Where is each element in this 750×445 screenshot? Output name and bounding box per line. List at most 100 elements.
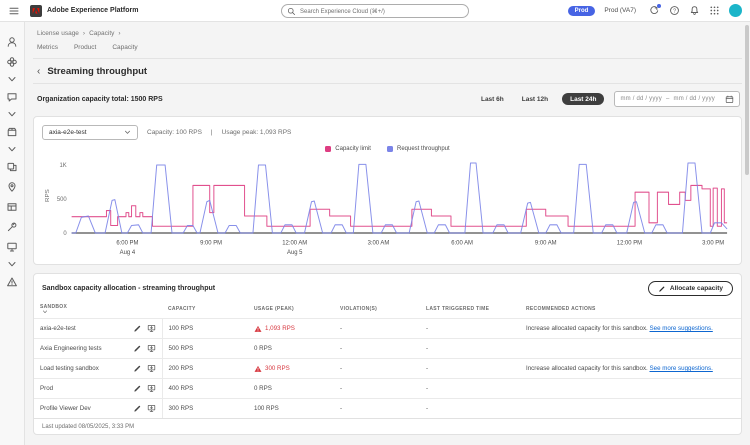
calendar-icon[interactable] bbox=[725, 95, 734, 104]
monitor-icon[interactable] bbox=[147, 324, 156, 333]
cards-icon[interactable] bbox=[6, 161, 18, 173]
location-pin-icon[interactable] bbox=[6, 181, 18, 193]
divider bbox=[33, 58, 742, 59]
back-chevron-icon[interactable]: ‹ bbox=[37, 65, 41, 77]
meta-divider: | bbox=[210, 129, 213, 136]
notifications-bell-icon[interactable] bbox=[689, 5, 700, 16]
help-icon[interactable]: ? bbox=[669, 5, 680, 16]
monitor-icon[interactable] bbox=[6, 241, 18, 253]
svg-text:6:00 PM: 6:00 PM bbox=[116, 240, 138, 246]
user-icon[interactable] bbox=[6, 36, 18, 48]
capacity-value: 200 RPS bbox=[162, 358, 248, 379]
col-sandbox[interactable]: SANDBOX bbox=[34, 301, 162, 319]
capacity-value: 500 RPS bbox=[162, 338, 248, 359]
usage-peak-value: 0 RPS bbox=[248, 378, 334, 399]
legend-request-throughput[interactable]: Request throughput bbox=[386, 146, 450, 152]
date-to-placeholder: mm / dd / yyyy bbox=[673, 96, 715, 102]
env-badge[interactable]: Prod bbox=[567, 5, 596, 16]
monitor-icon[interactable] bbox=[147, 404, 156, 413]
edit-pencil-icon[interactable] bbox=[133, 404, 142, 413]
legend-capacity-limit[interactable]: Capacity limit bbox=[325, 146, 371, 152]
date-range-input[interactable]: mm / dd / yyyy – mm / dd / yyyy bbox=[614, 91, 740, 107]
adobe-logo bbox=[30, 4, 42, 17]
table-row[interactable]: Axia Engineering tests 500 RPS 0 RPS - - bbox=[34, 338, 741, 359]
chat-icon[interactable] bbox=[6, 91, 18, 103]
env-label[interactable]: Prod (VA7) bbox=[604, 7, 636, 14]
table-title: Sandbox capacity allocation - streaming … bbox=[42, 285, 216, 292]
menu-icon[interactable] bbox=[8, 5, 20, 17]
col-violations[interactable]: VIOLATION(S) bbox=[340, 306, 378, 312]
table-header-row: SANDBOX CAPACITY USAGE (PEAK) VIOLATION(… bbox=[34, 301, 741, 319]
sandbox-name: Axia Engineering tests bbox=[40, 345, 102, 352]
table-icon[interactable] bbox=[6, 201, 18, 213]
warning-triangle-icon bbox=[254, 325, 262, 332]
wrench-icon[interactable] bbox=[6, 221, 18, 233]
sandbox-select-value: axia-e2e-test bbox=[49, 129, 87, 136]
svg-text:0: 0 bbox=[63, 231, 67, 237]
breadcrumb-license-usage[interactable]: License usage bbox=[37, 30, 79, 37]
monitor-icon[interactable] bbox=[147, 384, 156, 393]
app-switcher-icon[interactable] bbox=[709, 5, 720, 16]
edit-pencil-icon[interactable] bbox=[133, 344, 142, 353]
see-more-suggestions-link[interactable]: See more suggestions. bbox=[649, 365, 713, 372]
feedback-icon[interactable] bbox=[649, 4, 661, 16]
last-triggered-value: - bbox=[420, 378, 520, 399]
monitor-icon[interactable] bbox=[147, 344, 156, 353]
breadcrumb-capacity[interactable]: Capacity bbox=[89, 30, 115, 37]
sandbox-select[interactable]: axia-e2e-test bbox=[42, 125, 138, 140]
throughput-chart-panel: axia-e2e-test Capacity: 100 RPS | Usage … bbox=[33, 116, 742, 265]
chevron-down-icon[interactable] bbox=[7, 111, 17, 118]
tab-product[interactable]: Product bbox=[73, 44, 97, 51]
chevron-down-icon[interactable] bbox=[7, 76, 17, 83]
svg-text:500: 500 bbox=[57, 197, 67, 203]
box-icon[interactable] bbox=[6, 126, 18, 138]
last-triggered-value: - bbox=[420, 318, 520, 339]
capacity-value: 100 RPS bbox=[162, 318, 248, 339]
violations-value: - bbox=[334, 398, 420, 418]
edit-pencil-icon[interactable] bbox=[133, 384, 142, 393]
flower-icon[interactable] bbox=[6, 56, 18, 68]
search-icon bbox=[287, 7, 296, 15]
action-text: Increase allocated capacity for this san… bbox=[526, 365, 648, 372]
col-recommended-actions[interactable]: RECOMMENDED ACTIONS bbox=[526, 306, 596, 312]
last-triggered-value: - bbox=[420, 338, 520, 359]
table-row[interactable]: Prod 400 RPS 0 RPS - - bbox=[34, 378, 741, 399]
breadcrumb-separator: › bbox=[118, 30, 121, 37]
tab-capacity[interactable]: Capacity bbox=[112, 44, 138, 51]
col-capacity[interactable]: CAPACITY bbox=[168, 306, 196, 312]
chevron-down-icon bbox=[125, 130, 130, 134]
col-last-triggered[interactable]: LAST TRIGGERED TIME bbox=[426, 306, 490, 312]
see-more-suggestions-link[interactable]: See more suggestions. bbox=[649, 325, 713, 332]
edit-pencil-icon[interactable] bbox=[133, 364, 142, 373]
last-12h-button[interactable]: Last 12h bbox=[521, 95, 549, 103]
alert-triangle-icon[interactable] bbox=[6, 276, 18, 288]
avatar[interactable] bbox=[729, 4, 742, 17]
svg-text:12:00 PM: 12:00 PM bbox=[617, 240, 642, 246]
last-6h-button[interactable]: Last 6h bbox=[480, 95, 504, 103]
vertical-scrollbar[interactable] bbox=[744, 22, 750, 445]
edit-pencil-icon[interactable] bbox=[133, 324, 142, 333]
sandbox-name: Profile Viewer Dev bbox=[40, 405, 91, 412]
chevron-down-icon[interactable] bbox=[7, 261, 17, 268]
sandbox-allocation-panel: Sandbox capacity allocation - streaming … bbox=[33, 273, 742, 435]
allocate-capacity-button[interactable]: Allocate capacity bbox=[647, 281, 733, 296]
svg-text:RPS: RPS bbox=[45, 189, 51, 202]
svg-text:9:00 AM: 9:00 AM bbox=[535, 240, 557, 246]
tab-metrics[interactable]: Metrics bbox=[37, 44, 58, 51]
chevron-down-icon[interactable] bbox=[7, 146, 17, 153]
last-triggered-value: - bbox=[420, 398, 520, 418]
main-content: License usage › Capacity › Metrics Produ… bbox=[25, 22, 750, 445]
svg-text:Aug 5: Aug 5 bbox=[287, 250, 303, 256]
svg-text:6:00 AM: 6:00 AM bbox=[451, 240, 473, 246]
table-row[interactable]: axia-e2e-test 100 RPS 1,093 RPS - - Incr… bbox=[34, 318, 741, 339]
scrollbar-thumb[interactable] bbox=[745, 25, 749, 175]
sandbox-name: Load testing sandbox bbox=[40, 365, 99, 372]
page-title: Streaming throughput bbox=[47, 66, 148, 77]
monitor-icon[interactable] bbox=[147, 364, 156, 373]
search-input[interactable]: Search Experience Cloud (⌘+/) bbox=[281, 4, 469, 18]
col-usage-peak[interactable]: USAGE (PEAK) bbox=[254, 306, 294, 312]
usage-peak-value: 100 RPS bbox=[248, 398, 334, 418]
table-row[interactable]: Load testing sandbox 200 RPS 300 RPS - -… bbox=[34, 358, 741, 379]
last-24h-button[interactable]: Last 24h bbox=[562, 93, 605, 105]
table-row[interactable]: Profile Viewer Dev 300 RPS 100 RPS - - bbox=[34, 398, 741, 418]
